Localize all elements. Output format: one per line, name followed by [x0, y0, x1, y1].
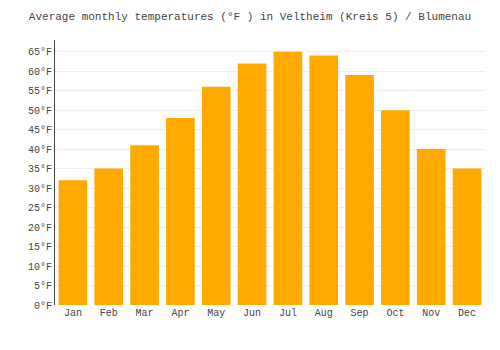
- svg-text:5°F: 5°F: [34, 281, 52, 292]
- svg-text:10°F: 10°F: [28, 262, 52, 273]
- svg-text:Dec: Dec: [458, 308, 476, 319]
- svg-text:Nov: Nov: [422, 308, 440, 319]
- svg-text:50°F: 50°F: [28, 106, 52, 117]
- svg-text:0°F: 0°F: [34, 301, 52, 312]
- svg-text:Mar: Mar: [136, 308, 154, 319]
- svg-text:15°F: 15°F: [28, 242, 52, 253]
- svg-text:25°F: 25°F: [28, 203, 52, 214]
- svg-text:Sep: Sep: [351, 308, 369, 319]
- svg-text:Feb: Feb: [100, 308, 118, 319]
- svg-text:40°F: 40°F: [28, 145, 52, 156]
- svg-text:Aug: Aug: [315, 308, 333, 319]
- svg-text:65°F: 65°F: [28, 47, 52, 58]
- svg-text:Average monthly temperatures (: Average monthly temperatures (°F ) in Ve…: [29, 11, 471, 23]
- svg-text:30°F: 30°F: [28, 184, 52, 195]
- svg-text:55°F: 55°F: [28, 86, 52, 97]
- svg-text:35°F: 35°F: [28, 164, 52, 175]
- svg-text:45°F: 45°F: [28, 125, 52, 136]
- svg-text:Jan: Jan: [64, 308, 82, 319]
- svg-text:May: May: [207, 308, 225, 319]
- svg-text:Jul: Jul: [279, 308, 297, 319]
- svg-text:Apr: Apr: [171, 308, 189, 319]
- svg-text:Jun: Jun: [243, 308, 261, 319]
- svg-text:60°F: 60°F: [28, 67, 52, 78]
- svg-text:20°F: 20°F: [28, 223, 52, 234]
- svg-text:Oct: Oct: [386, 308, 404, 319]
